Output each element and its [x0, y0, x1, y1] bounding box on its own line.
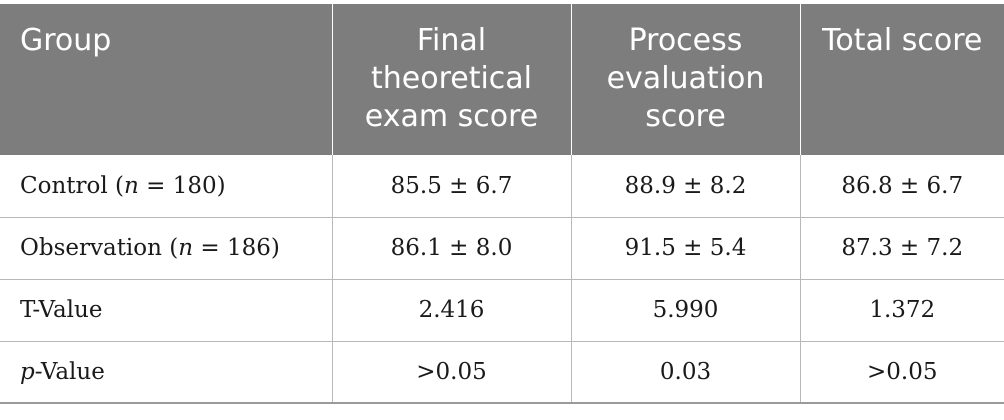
- row-label-italic: p: [20, 358, 35, 385]
- table-row-p-value: p-Value >0.05 0.03 >0.05: [0, 341, 1004, 404]
- cell-total: 86.8 ± 6.7: [800, 155, 1004, 218]
- row-label-italic: n: [178, 235, 194, 261]
- results-table: Group Final theoretical exam score Proce…: [0, 4, 1004, 404]
- cell-process-eval: 88.9 ± 8.2: [571, 155, 801, 218]
- table-row-observation: Observation (n = 186) 86.1 ± 8.0 91.5 ± …: [0, 217, 1004, 280]
- cell-total: 1.372: [800, 279, 1004, 342]
- header-total-score: Total score: [822, 23, 983, 58]
- row-label-italic: n: [123, 172, 139, 199]
- table-row-control: Control (n = 180) 85.5 ± 6.7 88.9 ± 8.2 …: [0, 155, 1004, 218]
- header-process-evaluation-score: Process evaluation score: [571, 4, 801, 155]
- cell-final-exam: 2.416: [332, 279, 572, 342]
- cell-total: >0.05: [800, 341, 1004, 404]
- row-label: T-Value: [0, 279, 333, 342]
- cell-final-exam: 86.1 ± 8.0: [332, 217, 572, 280]
- cell-total: 87.3 ± 7.2: [800, 217, 1004, 280]
- row-label-prefix: T-Value: [20, 297, 103, 323]
- table-header: Group Final theoretical exam score Proce…: [0, 4, 1004, 155]
- cell-final-exam: >0.05: [332, 341, 572, 404]
- table-row-t-value: T-Value 2.416 5.990 1.372: [0, 279, 1004, 342]
- cell-final-exam: 85.5 ± 6.7: [332, 155, 572, 218]
- header-group: Group: [0, 4, 333, 155]
- row-label-prefix: Control (: [20, 172, 124, 199]
- cell-process-eval: 0.03: [571, 341, 801, 404]
- row-label-suffix: = 180): [138, 172, 226, 199]
- row-label-prefix: Observation (: [20, 235, 179, 261]
- cell-process-eval: 91.5 ± 5.4: [571, 217, 801, 280]
- header-final-exam-score: Final theoretical exam score: [332, 4, 572, 155]
- row-label: Control (n = 180): [0, 155, 333, 218]
- row-label-suffix: -Value: [34, 358, 105, 385]
- table-body: Control (n = 180) 85.5 ± 6.7 88.9 ± 8.2 …: [0, 155, 1004, 404]
- header-row: Group Final theoretical exam score Proce…: [0, 4, 1004, 155]
- row-label: Observation (n = 186): [0, 217, 333, 280]
- row-label: p-Value: [0, 341, 333, 404]
- cell-process-eval: 5.990: [571, 279, 801, 342]
- row-label-suffix: = 186): [193, 235, 280, 261]
